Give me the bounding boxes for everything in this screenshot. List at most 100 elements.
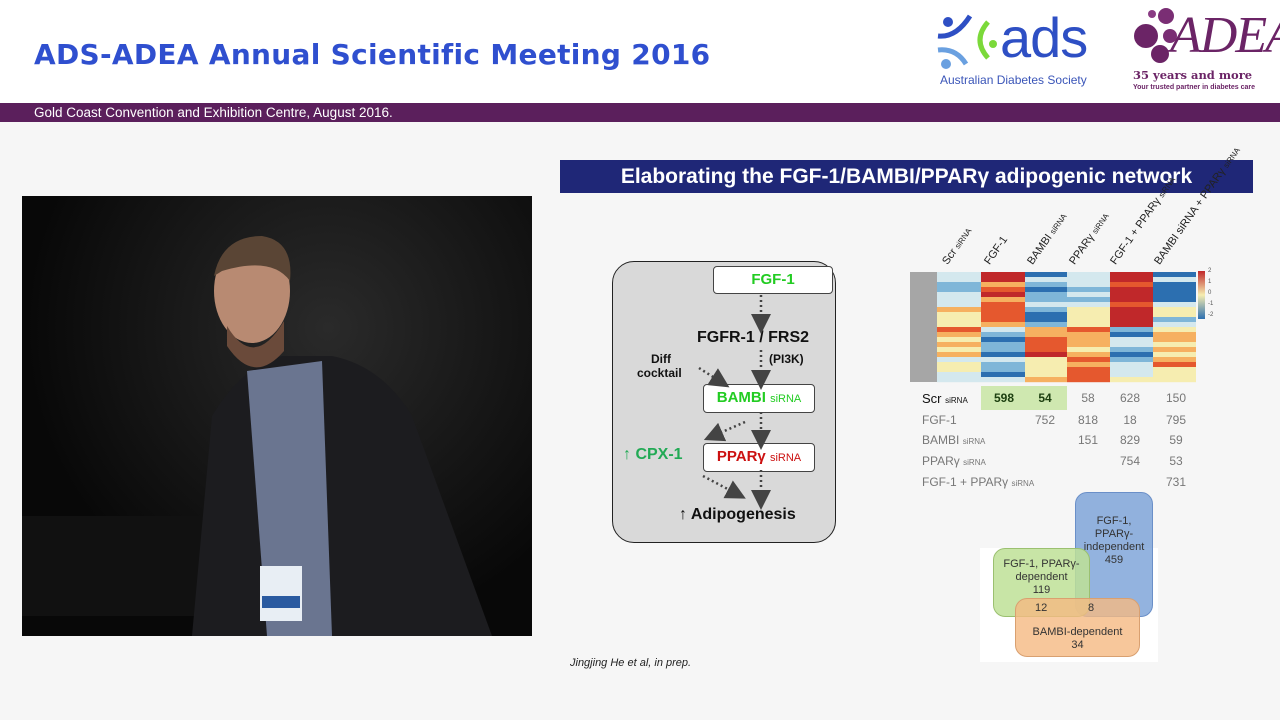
- venn-blue-label: FGF-1, PPARγ- independent: [1083, 515, 1145, 553]
- cpx1-label: ↑ CPX-1: [623, 446, 683, 463]
- heatmap-cell: [1153, 327, 1196, 333]
- heatmap-cell: [1067, 317, 1110, 323]
- heatmap-cell: [981, 332, 1025, 338]
- column-sub: siRNA: [953, 226, 974, 251]
- heatmap-cell: [1025, 332, 1067, 338]
- heatmap-cell: [981, 352, 1025, 358]
- conference-title: ADS-ADEA Annual Scientific Meeting 2016: [34, 38, 711, 71]
- heatmap-cell: [1110, 367, 1153, 373]
- heatmap-cell: [1153, 342, 1196, 348]
- heatmap-cell: [1067, 322, 1110, 328]
- heatmap-cell: [1067, 352, 1110, 358]
- heatmap-cell: [981, 372, 1025, 378]
- heatmap-cell: [1110, 282, 1153, 288]
- heatmap-cell: [1110, 352, 1153, 358]
- heatmap-cell: [1110, 337, 1153, 343]
- heatmap-cell: [1025, 377, 1067, 383]
- heatmap-cell: [1153, 357, 1196, 363]
- heatmap-cell: [937, 277, 981, 283]
- heatmap-cell: [1110, 272, 1153, 278]
- heatmap-cell: [1153, 347, 1196, 353]
- table-cell: 18: [1123, 413, 1137, 427]
- heatmap-cell: [937, 332, 981, 338]
- citation: Jingjing He et al, in prep.: [570, 657, 692, 669]
- column-sub: siRNA: [1048, 212, 1069, 236]
- color-scale-tick: 2: [1208, 268, 1212, 274]
- heatmap-cell: [1025, 322, 1067, 328]
- heatmap-cell: [981, 272, 1025, 278]
- heatmap-cell: [981, 342, 1025, 348]
- venn-bambi-dependent: BAMBI-dependent 34: [1015, 598, 1140, 657]
- heatmap-cell: [1153, 377, 1196, 383]
- speaker-video[interactable]: [22, 196, 532, 636]
- heatmap-cell: [1110, 302, 1153, 308]
- heatmap-cell: [1025, 342, 1067, 348]
- heatmap-cell: [937, 377, 981, 383]
- heatmap-cell: [1153, 302, 1196, 308]
- heatmap-cell: [1067, 342, 1110, 348]
- column-main: FGF-1: [982, 234, 1011, 267]
- row-label: PPARγ: [922, 454, 960, 468]
- heatmap-cell: [1025, 327, 1067, 333]
- bambi-sirna: siRNA: [770, 393, 802, 405]
- slide-title: Elaborating the FGF-1/BAMBI/PPARγ adipog…: [560, 160, 1253, 193]
- bambi-label: BAMBI: [716, 389, 766, 406]
- heatmap-cell: [1067, 297, 1110, 303]
- heatmap-cell: [1110, 317, 1153, 323]
- table-row-label: FGF-1: [922, 413, 957, 427]
- heatmap-cell: [981, 357, 1025, 363]
- heatmap-cell: [1025, 362, 1067, 368]
- heatmap-cell: [1067, 372, 1110, 378]
- heatmap-cell: [1110, 322, 1153, 328]
- heatmap-cell: [1067, 287, 1110, 293]
- heatmap-cell: [937, 337, 981, 343]
- heatmap-cell: [1025, 297, 1067, 303]
- ads-figures-logo-icon: [937, 14, 997, 69]
- heatmap-cell: [1153, 307, 1196, 313]
- heatmap-cell: [937, 367, 981, 373]
- heatmap-cell: [1110, 312, 1153, 318]
- row-label: FGF-1: [922, 413, 957, 427]
- heatmap-cell: [1153, 372, 1196, 378]
- heatmap-cell: [1067, 357, 1110, 363]
- adea-logo-line2: Your trusted partner in diabetes care: [1133, 84, 1256, 91]
- adea-logo-line1: 35 years and more: [1133, 68, 1253, 82]
- table-row-label: PPARγ siRNA: [922, 454, 986, 468]
- heatmap-cell: [981, 277, 1025, 283]
- heatmap-cell: [1025, 302, 1067, 308]
- heatmap-cell: [1110, 357, 1153, 363]
- highlight-cells: [981, 386, 1067, 410]
- fgf1-box: FGF-1: [713, 266, 833, 294]
- table-cell: 150: [1165, 391, 1187, 405]
- heatmap-cell: [981, 322, 1025, 328]
- ppar-sirna: siRNA: [769, 452, 802, 464]
- heatmap-column-header: PPARγ siRNA: [1067, 211, 1111, 267]
- table-cell: 818: [1077, 413, 1099, 427]
- heatmap-cell: [937, 297, 981, 303]
- heatmap-cell: [1067, 337, 1110, 343]
- color-scale-tick: 1: [1208, 279, 1212, 285]
- heatmap-cell: [1153, 322, 1196, 328]
- heatmap-cell: [1025, 317, 1067, 323]
- table-cell: 731: [1165, 475, 1187, 489]
- table-cell: 59: [1169, 433, 1183, 447]
- heatmap-column-header: Scr siRNA: [940, 226, 974, 267]
- row-sub: siRNA: [1011, 479, 1035, 488]
- heatmap-cell: [937, 362, 981, 368]
- venn-blue-count: 459: [1104, 554, 1124, 566]
- adea-circles-logo-icon: [1134, 8, 1177, 63]
- venn-green-orange-count: 12: [1035, 602, 1048, 614]
- heatmap-cell: [1025, 352, 1067, 358]
- heatmap-cell: [1110, 362, 1153, 368]
- color-scale-tick: 0: [1208, 290, 1212, 296]
- pathway-diagram: FGF-1 FGFR-1 / FRS2 (PI3K) Diff cocktail…: [612, 261, 836, 543]
- adea-logo-word: ADEA: [1170, 7, 1280, 64]
- cocktail-label: cocktail: [637, 366, 682, 380]
- heatmap-cell: [981, 367, 1025, 373]
- heatmap-cell: [1153, 312, 1196, 318]
- venue-text: Gold Coast Convention and Exhibition Cen…: [34, 105, 393, 120]
- row-sub: siRNA: [945, 396, 968, 405]
- heatmap-cell: [1110, 342, 1153, 348]
- heatmap-cell: [1025, 287, 1067, 293]
- heatmap-cell: [981, 337, 1025, 343]
